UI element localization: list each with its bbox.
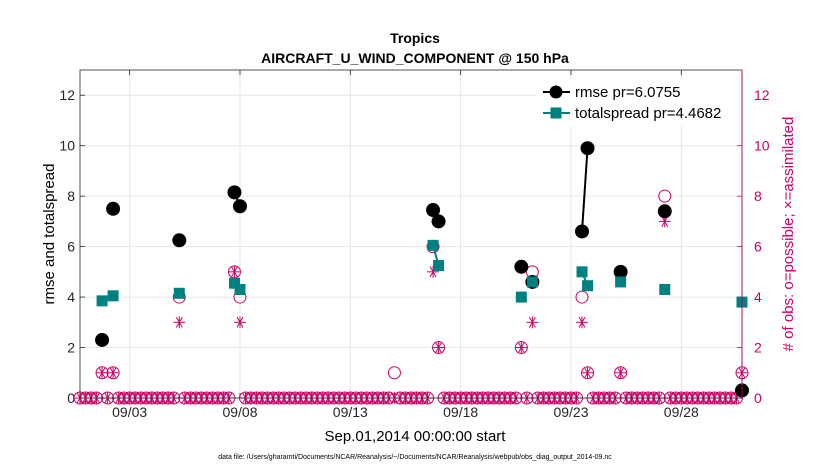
- obs-assimilated-marker: [107, 366, 120, 379]
- spread-point: [515, 291, 527, 303]
- legend-box: [536, 79, 742, 127]
- rmse-point: [426, 203, 441, 218]
- obs-assimilated-marker: [526, 316, 539, 329]
- chart-subtitle: AIRCRAFT_U_WIND_COMPONENT @ 150 hPa: [261, 50, 569, 66]
- rmse-point: [227, 185, 242, 200]
- spread-point: [234, 284, 246, 296]
- spread-point: [107, 290, 119, 302]
- spread-point: [659, 284, 671, 296]
- data-file-footnote: data file: /Users/gharamti/Documents/NCA…: [218, 454, 612, 461]
- obs-assimilated-marker: [173, 316, 186, 329]
- x-tick-label: 09/28: [664, 404, 699, 420]
- x-tick-label: 09/08: [222, 404, 257, 420]
- y-tick-label: 2: [67, 340, 75, 356]
- obs-possible-marker: [387, 366, 401, 380]
- spread-point: [526, 276, 538, 288]
- legend-rmse-label: rmse pr=6.0755: [575, 84, 680, 101]
- y2-axis-label: # of obs: o=possible; ×=assimilated: [780, 117, 797, 352]
- rmse-point: [613, 264, 628, 279]
- rmse-point: [95, 332, 110, 347]
- spread-point: [427, 239, 439, 251]
- x-tick-label: 09/13: [333, 404, 368, 420]
- rmse-point: [575, 224, 590, 239]
- y2-tick-label: 12: [754, 87, 770, 103]
- y2-tick-label: 4: [754, 289, 762, 305]
- y2-tick-label: 8: [754, 188, 762, 204]
- rmse-point: [106, 201, 121, 216]
- x-tick-label: 09/03: [112, 404, 147, 420]
- rmse-point: [514, 259, 529, 274]
- y-tick-label: 12: [59, 87, 75, 103]
- spread-point: [228, 277, 240, 289]
- spread-point: [576, 266, 588, 278]
- obs-assimilated-marker: [614, 366, 627, 379]
- spread-point: [96, 295, 108, 307]
- y-tick-label: 6: [67, 239, 75, 255]
- rmse-line-segment: [581, 148, 589, 232]
- y2-tick-label: 6: [754, 239, 762, 255]
- obs-possible-marker: [575, 290, 589, 304]
- obs-assimilated-marker: [515, 341, 528, 354]
- y2-tick-label: 2: [754, 340, 762, 356]
- spread-point: [173, 287, 185, 299]
- x-tick-label: 09/18: [443, 404, 478, 420]
- spread-point: [615, 276, 627, 288]
- obs-assimilated-marker: [576, 316, 589, 329]
- y2-axis-ticks: 0 2 4 6 8 10 12: [737, 87, 770, 406]
- spread-point: [582, 280, 594, 292]
- obs-possible-marker: [658, 189, 672, 203]
- rmse-point: [431, 214, 446, 229]
- x-axis-label: Sep.01,2014 00:00:00 start: [325, 428, 507, 445]
- rmse-point: [580, 141, 595, 156]
- spread-point: [433, 260, 445, 272]
- rmse-point: [232, 199, 247, 214]
- y-tick-label: 0: [67, 390, 75, 406]
- obs-assimilated-marker: [581, 366, 594, 379]
- y-axis-ticks: 0 2 4 6 8 10 12: [59, 87, 85, 406]
- y2-tick-label: 0: [754, 390, 762, 406]
- y-tick-label: 10: [59, 138, 75, 154]
- y-tick-label: 4: [67, 289, 75, 305]
- chart-title: Tropics: [390, 30, 440, 46]
- obs-assimilated-marker: [228, 265, 241, 278]
- obs-assimilated-marker: [432, 341, 445, 354]
- rmse-point: [172, 233, 187, 248]
- legend-rmse-marker: [549, 85, 563, 99]
- legend-spread-marker: [550, 107, 562, 119]
- legend-spread-label: totalspread pr=4.4682: [575, 105, 721, 122]
- obs-assimilated-marker: [96, 366, 109, 379]
- rmse-point: [657, 204, 672, 219]
- obs-assimilated-marker: [233, 316, 246, 329]
- y-axis-label: rmse and totalspread: [41, 164, 58, 305]
- y2-tick-label: 10: [754, 138, 770, 154]
- y-tick-label: 8: [67, 188, 75, 204]
- legend: rmse pr=6.0755 totalspread pr=4.4682: [536, 79, 742, 127]
- x-tick-label: 09/23: [553, 404, 588, 420]
